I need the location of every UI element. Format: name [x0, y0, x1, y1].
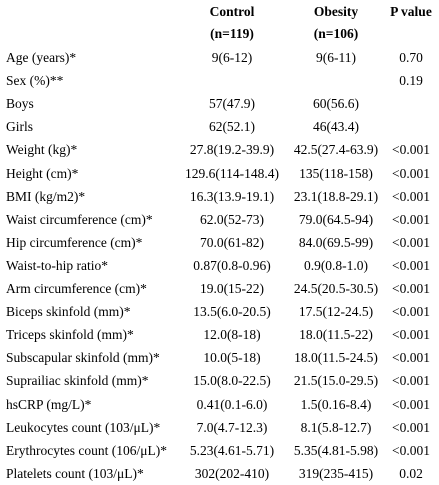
p-value: <0.001: [392, 373, 430, 389]
control-value: 10.0(5-18): [203, 350, 261, 366]
p-value: <0.001: [392, 165, 430, 181]
obesity-value: 5.35(4.81-5.98): [293, 442, 379, 458]
row-label: Age (years)*: [6, 50, 77, 65]
row-label: Weight (kg)*: [6, 142, 78, 158]
obesity-value: 23.1(18.8-29.1): [293, 188, 379, 204]
control-value: 57(47.9): [208, 96, 256, 112]
control-value: 129.6(114-148.4): [185, 165, 279, 181]
obesity-value: 135(118-158): [299, 165, 373, 181]
header-obesity-n: (n=106): [313, 26, 359, 41]
control-value: 5.23(4.61-5.71): [189, 442, 275, 458]
p-value: <0.001: [392, 281, 430, 296]
control-value: 13.5(6.0-20.5): [193, 304, 271, 320]
header-pvalue: P value: [390, 4, 432, 19]
row-label: Hip circumference (cm)*: [6, 234, 143, 250]
row-label: Subscapular skinfold (mm)*: [6, 350, 160, 366]
row-label: Suprailiac skinfold (mm)*: [6, 373, 149, 389]
control-value: 9(6-12): [211, 50, 253, 65]
p-value: 0.19: [399, 73, 423, 89]
control-value: 16.3(13.9-19.1): [189, 188, 275, 204]
obesity-value: 60(56.6): [312, 96, 360, 112]
obesity-value: 79.0(64.5-94): [298, 211, 374, 227]
obesity-value: 0.9(0.8-1.0): [303, 257, 369, 273]
control-value: 7.0(4.7-12.3): [196, 419, 268, 435]
header-control: Control: [209, 4, 255, 19]
obesity-value: 21.5(15.0-29.5): [293, 373, 379, 389]
obesity-value: 8.1(5.8-12.7): [300, 419, 372, 435]
obesity-value: 18.0(11.5-22): [299, 327, 373, 343]
row-label: Platelets count (103/μL)*: [6, 465, 144, 481]
control-value: 0.41(0.1-6.0): [196, 396, 268, 412]
obesity-value: 319(235-415): [298, 465, 374, 481]
header-control-n: (n=119): [210, 26, 254, 41]
p-value: <0.001: [392, 350, 430, 366]
row-label: Girls: [6, 119, 33, 135]
control-value: 0.87(0.8-0.96): [193, 257, 271, 273]
obesity-value: 9(6-11): [316, 50, 356, 65]
p-value: <0.001: [392, 188, 430, 204]
p-value: <0.001: [392, 327, 430, 343]
obesity-value: 84.0(69.5-99): [298, 234, 374, 250]
control-value: 62.0(52-73): [199, 211, 265, 227]
p-value: <0.001: [392, 234, 430, 250]
row-label: Erythrocytes count (106/μL)*: [6, 442, 167, 458]
p-value: <0.001: [392, 257, 430, 273]
row-label: BMI (kg/m2)*: [6, 188, 86, 204]
row-label: Height (cm)*: [6, 165, 79, 181]
control-value: 27.8(19.2-39.9): [189, 142, 275, 158]
p-value: <0.001: [392, 304, 430, 320]
row-label: Biceps skinfold (mm)*: [6, 304, 131, 320]
control-value: 302(202-410): [194, 465, 270, 481]
control-value: 19.0(15-22): [199, 281, 265, 296]
obesity-value: 1.5(0.16-8.4): [300, 396, 372, 412]
obesity-value: 46(43.4): [312, 119, 360, 135]
control-value: 62(52.1): [208, 119, 256, 135]
row-label: Waist-to-hip ratio*: [6, 257, 109, 273]
p-value: <0.001: [392, 419, 430, 435]
obesity-value: 18.0(11.5-24.5): [294, 350, 378, 366]
row-label: Sex (%)**: [6, 73, 64, 89]
obesity-value: 24.5(20.5-30.5): [293, 281, 379, 296]
control-value: 15.0(8.0-22.5): [193, 373, 271, 389]
row-label: Triceps skinfold (mm)*: [6, 327, 134, 343]
row-label: Leukocytes count (103/μL)*: [6, 419, 161, 435]
row-label: hsCRP (mg/L)*: [6, 396, 92, 412]
obesity-value: 42.5(27.4-63.9): [293, 142, 379, 158]
p-value: 0.70: [399, 50, 423, 65]
row-label: Arm circumference (cm)*: [6, 281, 147, 296]
p-value: <0.001: [392, 142, 430, 158]
obesity-value: 17.5(12-24.5): [298, 304, 374, 320]
p-value: <0.001: [392, 396, 430, 412]
row-label: Boys: [6, 96, 34, 112]
p-value: <0.001: [392, 211, 430, 227]
header-obesity: Obesity: [313, 4, 359, 19]
control-value: 70.0(61-82): [199, 234, 265, 250]
control-value: 12.0(8-18): [203, 327, 261, 343]
p-value: <0.001: [392, 442, 430, 458]
row-label: Waist circumference (cm)*: [6, 211, 153, 227]
p-value: 0.02: [399, 465, 423, 481]
